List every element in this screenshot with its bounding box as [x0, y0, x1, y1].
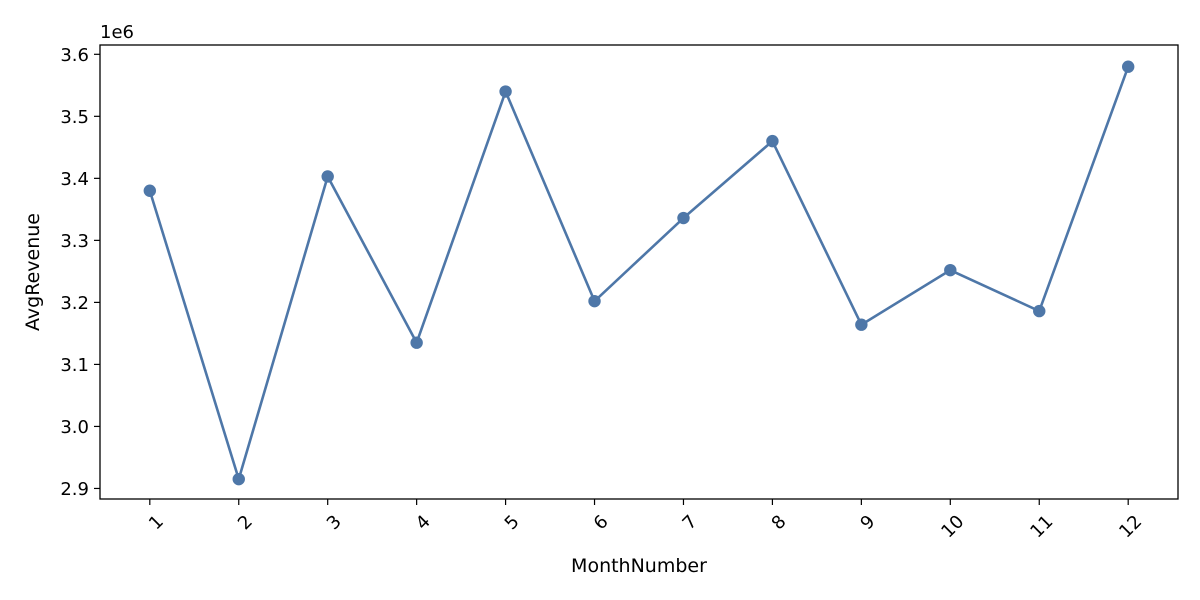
data-point: [855, 318, 868, 331]
data-point: [321, 170, 334, 183]
data-point: [1121, 60, 1135, 73]
data-point: [143, 184, 157, 197]
y-tick-label: 3.5: [60, 107, 89, 128]
y-tick-label: 2.9: [60, 479, 89, 500]
series-line: [148, 66, 1130, 481]
y-axis-offset-label: 1e6: [100, 22, 134, 43]
data-point: [677, 211, 690, 225]
y-tick-label: 3.0: [60, 417, 89, 438]
data-point: [588, 294, 601, 308]
y-axis: 2.9 3.0 3.1 3.2 3.3 3.4 3.5 3.6: [60, 45, 100, 500]
x-axis-label: MonthNumber: [571, 555, 707, 577]
y-tick-label: 3.2: [60, 293, 89, 314]
data-point: [410, 336, 423, 349]
y-axis-label: AvgRevenue: [22, 213, 44, 331]
data-point: [766, 134, 779, 148]
y-tick-label: 3.6: [60, 45, 89, 66]
series-layer: [143, 60, 1135, 486]
plot-area: [99, 44, 1179, 500]
y-tick-label: 3.3: [60, 231, 89, 252]
data-point: [1033, 304, 1046, 318]
y-tick-label: 3.1: [60, 355, 89, 376]
data-point: [944, 263, 957, 277]
y-tick-label: 3.4: [60, 169, 89, 190]
data-point: [499, 85, 512, 98]
data-point: [232, 472, 245, 486]
